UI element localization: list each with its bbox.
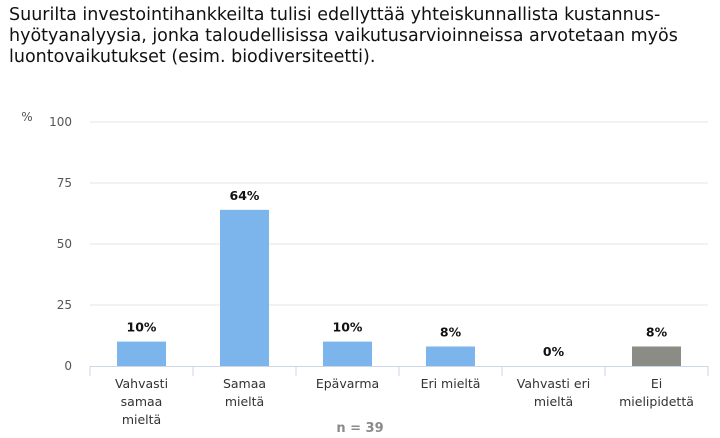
grid-lines — [90, 121, 708, 306]
x-axis — [89, 366, 709, 376]
data-label: 10% — [127, 320, 157, 335]
data-label: 8% — [440, 324, 462, 339]
bar — [426, 346, 475, 366]
data-labels: 10% 64% 10% 8% 0% 8% — [127, 188, 668, 359]
x-tick-label: Vahvasti eri mieltä — [517, 376, 590, 409]
bar — [323, 341, 372, 366]
bar — [117, 341, 166, 366]
y-tick-label: 75 — [57, 176, 72, 190]
y-tick-label: 100 — [49, 115, 72, 129]
sample-size-label: n = 39 — [336, 421, 384, 436]
data-label: 64% — [230, 188, 260, 203]
y-tick-label: 50 — [57, 237, 72, 251]
bars — [117, 209, 681, 366]
x-tick-label: Vahvasti samaa mieltä — [115, 376, 168, 427]
x-tick-label: Samaa mieltä — [223, 376, 266, 409]
y-axis-ticks: 0 25 50 75 100 — [49, 115, 72, 373]
data-label: 0% — [543, 344, 565, 359]
x-axis-labels: Vahvasti samaa mieltä Samaa mieltä Epävarma Er… — [115, 376, 694, 427]
data-label: 10% — [333, 320, 363, 335]
x-tick-label: Epävarma — [316, 376, 379, 391]
x-tick-label: Ei mielipidettä — [619, 376, 694, 409]
data-label: 8% — [646, 324, 668, 339]
bar — [220, 209, 269, 366]
y-tick-label: 0 — [64, 359, 72, 373]
y-tick-label: 25 — [57, 298, 72, 312]
chart-title: Suurilta investointihankkeilta tulisi ed… — [9, 5, 678, 67]
y-axis-label: % — [21, 110, 32, 124]
x-tick-label: Eri mieltä — [421, 376, 481, 391]
bar — [632, 346, 681, 366]
